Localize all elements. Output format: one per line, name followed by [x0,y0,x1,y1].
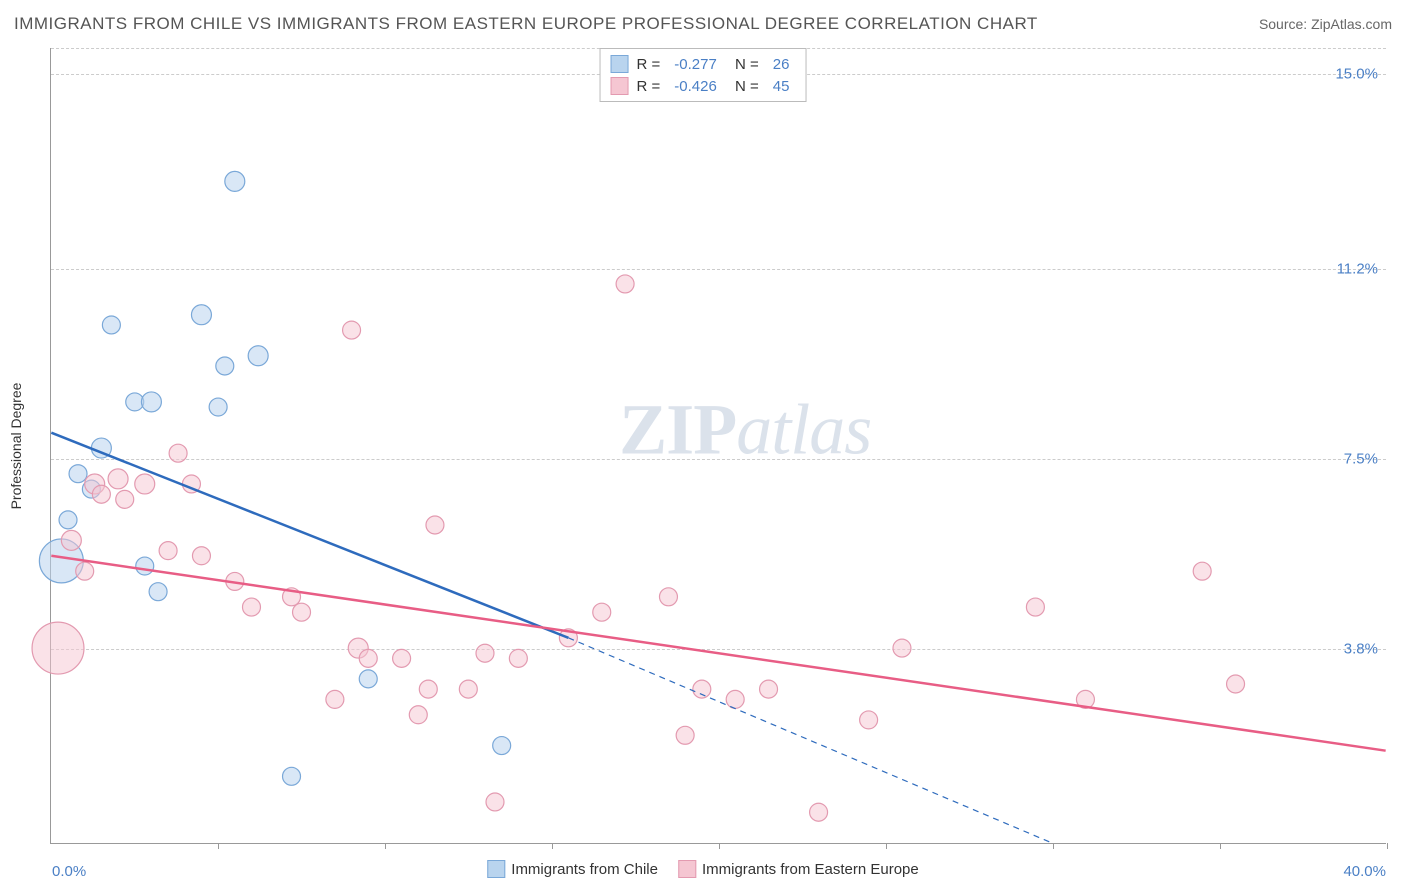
x-tick [886,843,887,849]
x-tick [385,843,386,849]
legend-n-value: 45 [773,78,790,95]
data-point [393,649,411,667]
legend-item: Immigrants from Eastern Europe [678,860,919,878]
legend-r-label: R = [637,78,661,95]
legend-swatch [611,77,629,95]
x-tick [1053,843,1054,849]
data-point [343,321,361,339]
data-point [760,680,778,698]
source-label: Source: ZipAtlas.com [1259,16,1392,32]
data-point [593,603,611,621]
data-point [59,511,77,529]
x-min-label: 0.0% [52,863,86,880]
legend-n-label: N = [731,56,759,73]
legend-swatch [611,55,629,73]
trend-line [51,433,568,638]
data-point [102,316,120,334]
x-tick [1220,843,1221,849]
x-tick [552,843,553,849]
data-point [326,690,344,708]
data-point [676,726,694,744]
trend-line [51,556,1385,751]
legend-n-label: N = [731,78,759,95]
data-point [225,171,245,191]
data-point [69,465,87,483]
data-point [283,767,301,785]
data-point [1026,598,1044,616]
correlation-legend: R = -0.277 N = 26 R = -0.426 N = 45 [600,48,807,102]
data-point [248,346,268,366]
legend-label: Immigrants from Eastern Europe [702,861,919,878]
data-point [209,398,227,416]
data-point [426,516,444,534]
data-point [409,706,427,724]
data-point [893,639,911,657]
data-point [419,680,437,698]
x-tick [218,843,219,849]
legend-swatch [487,860,505,878]
data-point [116,490,134,508]
legend-r-label: R = [637,56,661,73]
data-point [693,680,711,698]
data-point [509,649,527,667]
legend-row: R = -0.277 N = 26 [611,53,796,75]
data-point [61,530,81,550]
legend-n-value: 26 [773,56,790,73]
data-point [1193,562,1211,580]
data-point [659,588,677,606]
data-point [810,803,828,821]
data-point [136,557,154,575]
data-point [359,649,377,667]
data-point [1227,675,1245,693]
scatter-svg [51,48,1386,843]
data-point [616,275,634,293]
plot-area: ZIPatlas 3.8%7.5%11.2%15.0% [50,48,1386,844]
data-point [216,357,234,375]
data-point [476,644,494,662]
data-point [242,598,260,616]
chart-title: IMMIGRANTS FROM CHILE VS IMMIGRANTS FROM… [14,14,1038,34]
data-point [141,392,161,412]
legend-r-value: -0.277 [674,56,717,73]
y-axis-label: Professional Degree [8,383,24,510]
data-point [76,562,94,580]
data-point [486,793,504,811]
data-point [293,603,311,621]
data-point [108,469,128,489]
data-point [92,485,110,503]
data-point [726,690,744,708]
x-tick [719,843,720,849]
x-max-label: 40.0% [1343,863,1386,880]
legend-swatch [678,860,696,878]
data-point [192,547,210,565]
data-point [135,474,155,494]
data-point [149,583,167,601]
data-point [359,670,377,688]
data-point [493,737,511,755]
data-point [32,622,84,674]
header: IMMIGRANTS FROM CHILE VS IMMIGRANTS FROM… [0,0,1406,40]
legend-label: Immigrants from Chile [511,861,658,878]
legend-r-value: -0.426 [674,78,717,95]
chart-container: IMMIGRANTS FROM CHILE VS IMMIGRANTS FROM… [0,0,1406,892]
data-point [191,305,211,325]
legend-item: Immigrants from Chile [487,860,658,878]
data-point [459,680,477,698]
series-legend: Immigrants from Chile Immigrants from Eas… [487,860,918,878]
legend-row: R = -0.426 N = 45 [611,75,796,97]
x-tick [1387,843,1388,849]
data-point [159,542,177,560]
data-point [169,444,187,462]
data-point [860,711,878,729]
